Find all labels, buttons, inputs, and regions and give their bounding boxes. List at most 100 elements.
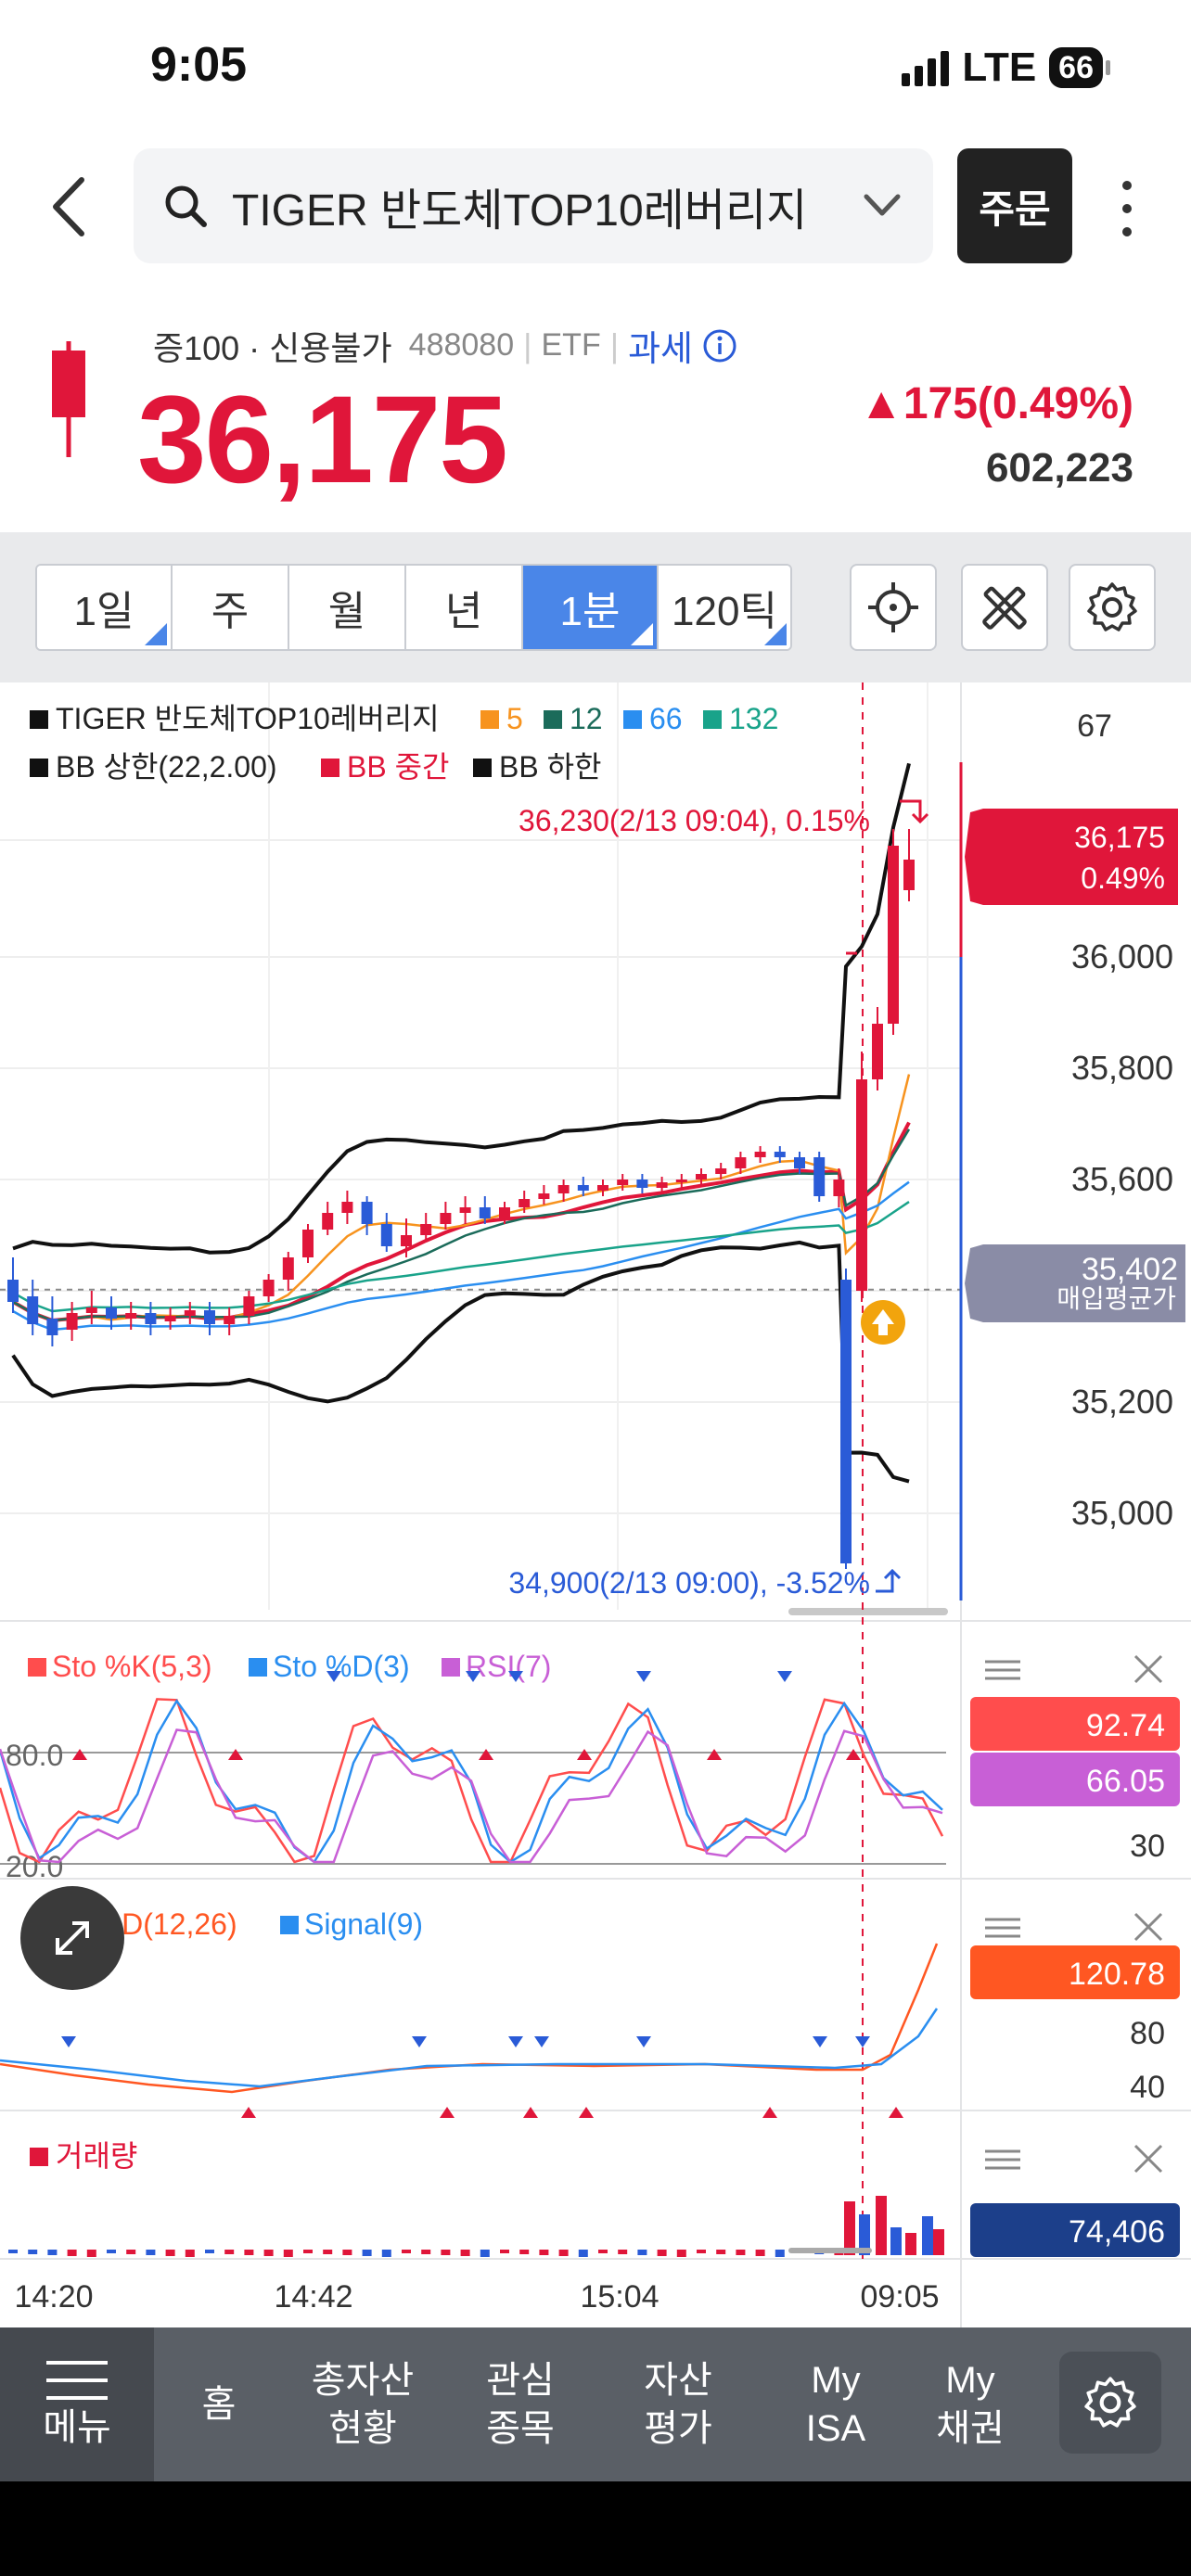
chevron-down-icon[interactable]	[859, 187, 905, 224]
nav-item[interactable]: 총자산 현황	[284, 2327, 442, 2481]
price-axis: 36,000 35,800 35,600 35,200 35,000 67 36,175 0.…	[14, 708, 1185, 2315]
close-icon	[1133, 1654, 1163, 1684]
period-button[interactable]: 월	[289, 566, 406, 649]
nav-item-label: 자산 평가	[644, 2360, 712, 2449]
order-button[interactable]: 주문	[957, 148, 1072, 263]
legend-ma132: 132	[729, 702, 778, 735]
nav-item[interactable]: 관심 종목	[442, 2327, 599, 2481]
candle	[164, 1307, 176, 1330]
nav-settings-button[interactable]	[1059, 2352, 1161, 2454]
rsi-tag	[970, 1753, 1180, 1806]
nav-item-label: 홈	[201, 2384, 237, 2425]
nav-item-label: My 채권	[936, 2360, 1005, 2449]
dropdown-corner-icon	[764, 623, 787, 645]
y-tick-label: 36,000	[1071, 937, 1173, 976]
candle	[263, 1274, 275, 1302]
nav-item-label: 관심 종목	[486, 2360, 555, 2449]
candle	[754, 1146, 766, 1163]
period-button[interactable]: 120틱	[659, 566, 790, 649]
tax-label[interactable]: 과세	[628, 330, 693, 369]
candle	[833, 1168, 845, 1207]
nav-menu[interactable]: 메뉴	[0, 2327, 154, 2481]
avg-price-tag	[965, 1244, 1185, 1322]
info-icon[interactable]	[702, 328, 737, 363]
more-vertical-icon[interactable]	[1113, 176, 1141, 241]
ma66-line	[12, 1180, 910, 1332]
period-button[interactable]: 년	[406, 566, 523, 649]
avg-price-label: 35,402	[1082, 1252, 1178, 1287]
expand-icon	[56, 1921, 89, 1955]
status-time: 9:05	[150, 38, 248, 92]
candle	[459, 1196, 471, 1224]
candle	[872, 1007, 883, 1090]
nav-item-label: 총자산 현황	[311, 2360, 415, 2449]
nav-item[interactable]: My 채권	[915, 2327, 1026, 2481]
period-label: 1분	[559, 589, 621, 634]
crosshair-button[interactable]	[850, 564, 937, 651]
candle	[538, 1185, 550, 1205]
y-top-label: 67	[1077, 708, 1112, 744]
bb-upper-line	[12, 762, 911, 1255]
dropdown-corner-icon	[631, 623, 653, 645]
candle	[519, 1191, 531, 1213]
panel-controls	[985, 2144, 1163, 2174]
legend-ma66: 66	[649, 702, 683, 735]
close-icon	[1133, 2144, 1163, 2174]
sto-level-80: 80.0	[6, 1739, 63, 1772]
nav-item[interactable]: 홈	[154, 2327, 284, 2481]
search-icon	[165, 185, 207, 227]
stock-type: ETF	[541, 327, 601, 363]
candle	[440, 1202, 452, 1230]
x-tick-label: 09:05	[860, 2279, 939, 2315]
search-input-value[interactable]: TIGER 반도체TOP10레버리지	[232, 186, 808, 236]
sto-legend: RSI(7)	[466, 1650, 551, 1683]
stock-code: 488080	[408, 327, 515, 363]
rsi-value: 66.05	[1086, 1764, 1165, 1799]
drawing-tool-button[interactable]	[961, 564, 1048, 651]
stock-search-box[interactable]: TIGER 반도체TOP10레버리지	[134, 148, 933, 263]
x-tick-label: 15:04	[580, 2279, 659, 2315]
legend-stock-name: TIGER 반도체TOP10레버리지	[56, 702, 440, 735]
candle	[46, 1296, 58, 1346]
candle	[557, 1180, 570, 1202]
candle	[145, 1302, 157, 1335]
chart-annotations: 36,230(2/13 09:04), 0.15% 34,900(2/13 09…	[508, 799, 929, 1600]
sto-level-20: 20.0	[6, 1850, 63, 1883]
nav-item[interactable]: 자산 평가	[599, 2327, 757, 2481]
dropdown-corner-icon	[145, 623, 167, 645]
candle	[479, 1196, 491, 1224]
period-button[interactable]: 1분	[523, 566, 659, 649]
macd-tag	[970, 1945, 1180, 1999]
sto-legend: Sto %D(3)	[273, 1650, 410, 1683]
close-icon	[1133, 1912, 1163, 1942]
macd-value: 120.78	[1069, 1957, 1165, 1992]
nav-item[interactable]: My ISA	[757, 2327, 915, 2481]
stock-chart[interactable]: TIGER 반도체TOP10레버리지 5 12 66 132 BB 상한(22,…	[0, 682, 1191, 2327]
candle	[840, 1269, 852, 1569]
indicator-lines	[11, 762, 911, 1484]
chart-settings-button[interactable]	[1069, 564, 1156, 651]
period-label: 월	[327, 589, 366, 634]
candle	[656, 1177, 668, 1193]
candle	[696, 1168, 707, 1185]
status-indicators: LTE 66	[902, 45, 1110, 91]
candle	[813, 1152, 826, 1202]
period-label: 120틱	[672, 589, 777, 634]
y-tick-label: 35,800	[1071, 1049, 1173, 1087]
high-annotation: 36,230(2/13 09:04), 0.15%	[519, 804, 870, 837]
gear-icon	[1087, 582, 1137, 631]
candle	[125, 1302, 137, 1330]
stock-info-line: 증100 · 신용불가 488080 | ETF | 과세	[153, 320, 737, 371]
candle	[27, 1280, 39, 1335]
expand-chart-button[interactable]	[20, 1886, 124, 1990]
period-button[interactable]: 1일	[37, 566, 173, 649]
candle	[322, 1202, 334, 1235]
macd-tick: 40	[1130, 2070, 1165, 2105]
candle	[302, 1224, 314, 1263]
chart-legend: TIGER 반도체TOP10레버리지 5 12 66 132 BB 상한(22,…	[30, 702, 778, 784]
current-price: 36,175	[137, 371, 508, 509]
nav-item-label: My ISA	[805, 2360, 866, 2449]
crosshair-icon	[868, 582, 918, 632]
back-arrow-icon[interactable]	[46, 174, 93, 239]
period-button[interactable]: 주	[173, 566, 289, 649]
